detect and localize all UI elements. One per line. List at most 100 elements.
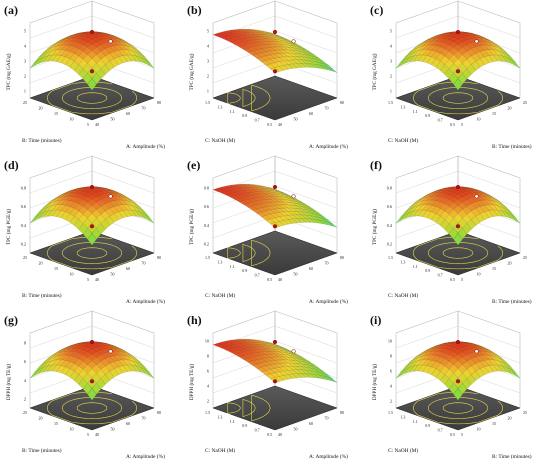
surface-cell	[131, 364, 142, 373]
y-axis-label: C: NaOH (M)	[388, 447, 418, 454]
surface-cell	[239, 30, 249, 34]
z-tick-label: 6	[24, 359, 26, 364]
surface-cell	[145, 369, 155, 379]
z-tick-label: 0.4	[21, 223, 27, 228]
y-tick-label: 1.3	[217, 104, 222, 109]
surface-cell	[131, 50, 142, 58]
surface-cell	[96, 342, 106, 344]
surface-cell	[314, 368, 324, 374]
design-point	[89, 339, 95, 345]
response-surface	[29, 341, 155, 401]
y-tick-label: 0.5	[267, 277, 272, 282]
surface-cell	[328, 222, 338, 228]
y-tick-label: 0.5	[267, 122, 272, 127]
surface-cell	[301, 373, 311, 378]
floor-contour	[242, 89, 256, 107]
surface-cell	[230, 186, 241, 190]
panel-label: (h)	[187, 313, 202, 327]
surface-cell	[404, 210, 415, 219]
surface-cell	[87, 388, 97, 401]
surface-cell	[257, 342, 267, 346]
surface-cell	[38, 210, 49, 219]
y-axis-label: C: NaOH (M)	[205, 137, 235, 144]
surface-cell	[279, 194, 289, 199]
x-tick-label: 15	[492, 266, 496, 271]
surface-cell	[145, 59, 155, 69]
y-tick-label: 20	[39, 416, 43, 421]
x-axis-label: B: Time (minutes)	[492, 453, 532, 460]
surface-cell	[497, 205, 508, 213]
surface-cell	[413, 54, 423, 62]
surface-cell	[323, 375, 333, 382]
y-tick-label: 0.9	[425, 268, 430, 273]
surface-cell	[497, 355, 507, 363]
surface-cell	[395, 59, 405, 69]
z-tick-label: 0.4	[387, 223, 393, 228]
surface-cell	[422, 365, 432, 373]
surface-cell	[413, 49, 423, 57]
panel-label: (i)	[370, 313, 381, 327]
panel-g: (g) 2 4 6 8 DPPH (mg TE/g) 40 50 60 70 80 A: Amplit…	[4, 310, 165, 460]
surface-cell	[248, 30, 258, 33]
surface-cell	[314, 219, 325, 225]
design-point	[89, 184, 95, 190]
surface-cell	[309, 63, 320, 69]
y-tick-label: 1.1	[230, 264, 235, 269]
floor-contour	[61, 87, 123, 109]
y-tick-label: 20	[39, 106, 43, 111]
y-axis-label: C: NaOH (M)	[388, 137, 418, 144]
surface-cell	[266, 38, 276, 42]
surface-cell	[47, 42, 57, 49]
x-tick-label: 60	[309, 421, 313, 426]
surface-cell	[60, 37, 70, 43]
surface-cell	[38, 207, 48, 215]
surface-cell	[38, 52, 48, 60]
surface-cell	[497, 202, 507, 210]
y-axis-label: C: NaOH (M)	[205, 292, 235, 299]
surface-cell	[413, 204, 423, 212]
surface-cell	[511, 59, 521, 69]
x-tick-label: 80	[340, 255, 344, 260]
x-tick-label: 25	[523, 410, 527, 415]
surface-cell	[314, 58, 324, 64]
surface-cell	[78, 342, 88, 344]
y-tick-label: 1.5	[388, 410, 393, 415]
y-tick-label: 1.5	[205, 410, 210, 415]
response-surface	[212, 183, 338, 229]
surface-cell	[274, 221, 285, 227]
y-tick-label: 1.1	[413, 264, 418, 269]
surface-cell	[243, 44, 254, 49]
floor-contour	[427, 242, 489, 264]
surface-cell	[497, 364, 508, 373]
y-tick-label: 1.3	[400, 104, 405, 109]
y-tick-label: 1.1	[413, 419, 418, 424]
floor-contour	[76, 402, 108, 414]
z-tick-label: 2	[390, 399, 392, 404]
panel-b: (b) 1 2 3 4 5 TPC (mg GAE/g) 40 50 60 70 80 A: Ampli…	[187, 0, 348, 150]
surface-cell	[404, 362, 414, 370]
surface-cell	[38, 49, 48, 58]
y-tick-label: 10	[70, 272, 74, 277]
panel-h: (h) 2 4 6 8 10 DPPH (mg TE/g) 40 50 60 70 80 A: Ampl…	[187, 310, 348, 460]
surface-cell	[131, 355, 141, 363]
x-tick-label: 20	[508, 106, 512, 111]
surface-cell	[56, 210, 66, 218]
design-point	[89, 224, 95, 229]
surface-cell	[493, 209, 503, 217]
y-axis-label: B: Time (minutes)	[22, 137, 62, 144]
surface-cell	[328, 67, 338, 73]
surface-cell	[422, 55, 432, 63]
x-tick-label: 15	[492, 111, 496, 116]
surface-cell	[239, 340, 249, 344]
surface-cell	[266, 33, 276, 37]
surface-cell	[114, 192, 124, 198]
z-tick-label: 1	[207, 89, 209, 94]
surface-cell	[279, 349, 289, 354]
response-surface	[212, 28, 338, 74]
design-point	[455, 339, 461, 345]
y-tick-label: 1.3	[400, 414, 405, 419]
y-tick-label: 10	[70, 117, 74, 122]
surface-cell	[493, 54, 503, 62]
surface-cell	[47, 198, 57, 205]
surface-cell	[426, 192, 436, 198]
